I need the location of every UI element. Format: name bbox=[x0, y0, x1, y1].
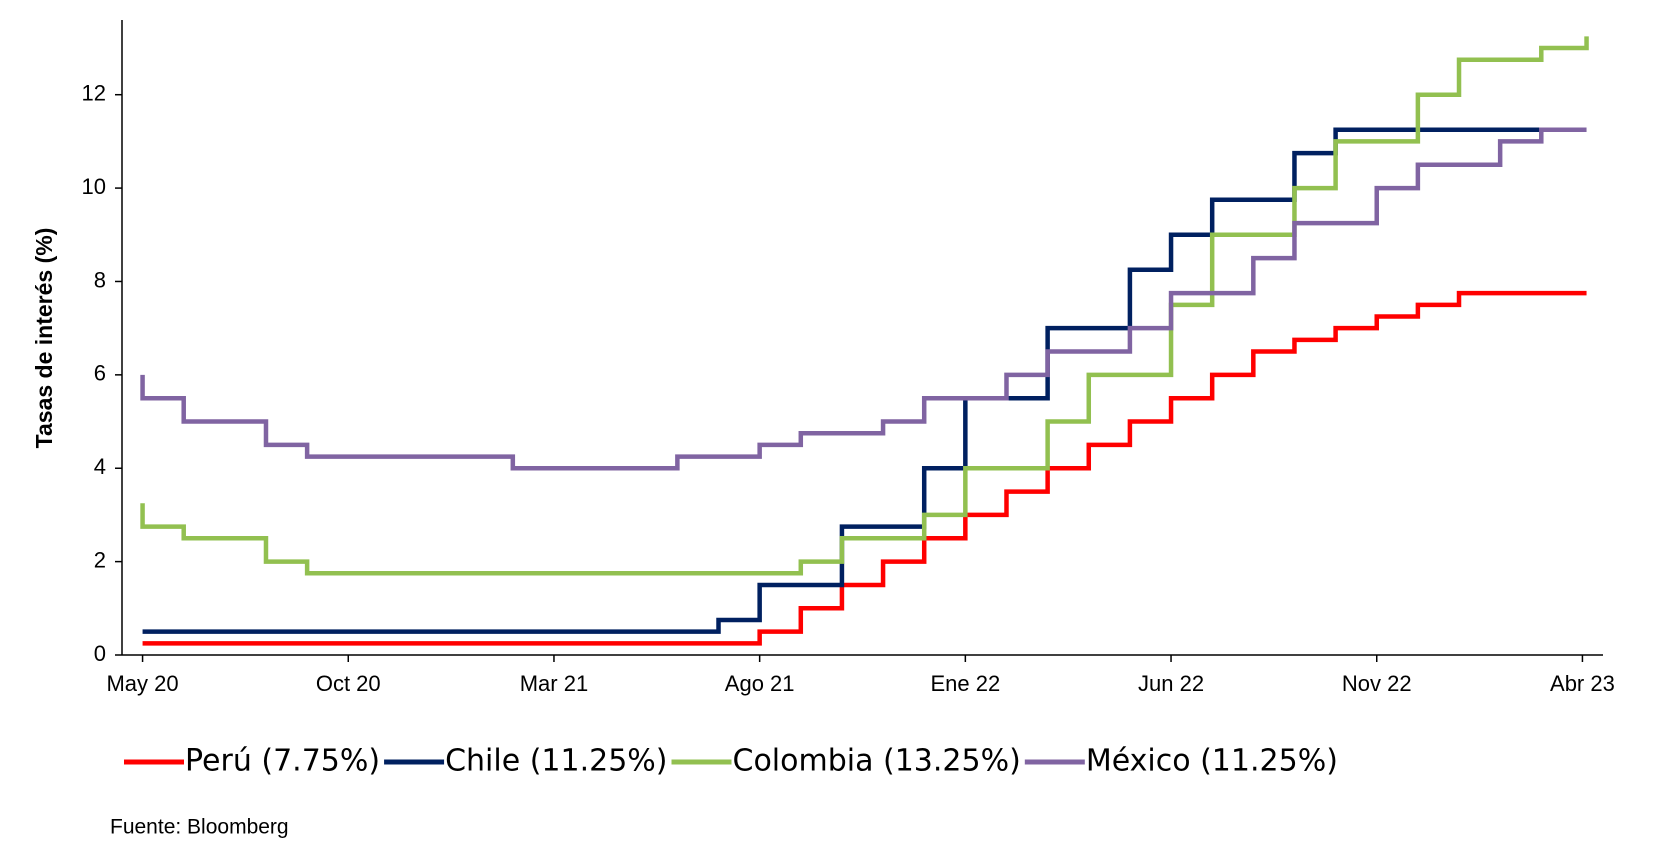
y-tick-label: 12 bbox=[82, 81, 106, 106]
y-tick-label: 4 bbox=[94, 454, 106, 479]
legend-text: México (11.25%) bbox=[1086, 744, 1338, 779]
y-tick-label: 10 bbox=[82, 174, 106, 199]
x-tick-label: Ago 21 bbox=[725, 671, 795, 696]
x-tick-label: Mar 21 bbox=[520, 671, 588, 696]
series-line bbox=[140, 127, 1587, 471]
y-tick-label: 8 bbox=[94, 267, 106, 292]
y-axis-label: Tasas de interés (%) bbox=[31, 228, 57, 449]
x-tick-label: Ene 22 bbox=[930, 671, 1000, 696]
y-tick-label: 2 bbox=[94, 547, 106, 572]
y-tick-label: 6 bbox=[94, 361, 106, 386]
series-line bbox=[142, 290, 1587, 646]
x-tick-label: May 20 bbox=[106, 671, 178, 696]
y-tick-label: 0 bbox=[94, 641, 106, 666]
x-tick-label: Jun 22 bbox=[1138, 671, 1204, 696]
legend-text: Colombia (13.25%) bbox=[733, 744, 1021, 779]
x-tick-label: Oct 20 bbox=[316, 671, 381, 696]
source-note: Fuente: Bloomberg bbox=[110, 816, 289, 839]
x-tick-label: Abr 23 bbox=[1550, 671, 1615, 696]
series-line bbox=[140, 36, 1589, 576]
legend-text: Perú (7.75%) bbox=[185, 744, 380, 779]
legend-text: Chile (11.25%) bbox=[445, 744, 667, 779]
x-tick-label: Nov 22 bbox=[1342, 671, 1412, 696]
